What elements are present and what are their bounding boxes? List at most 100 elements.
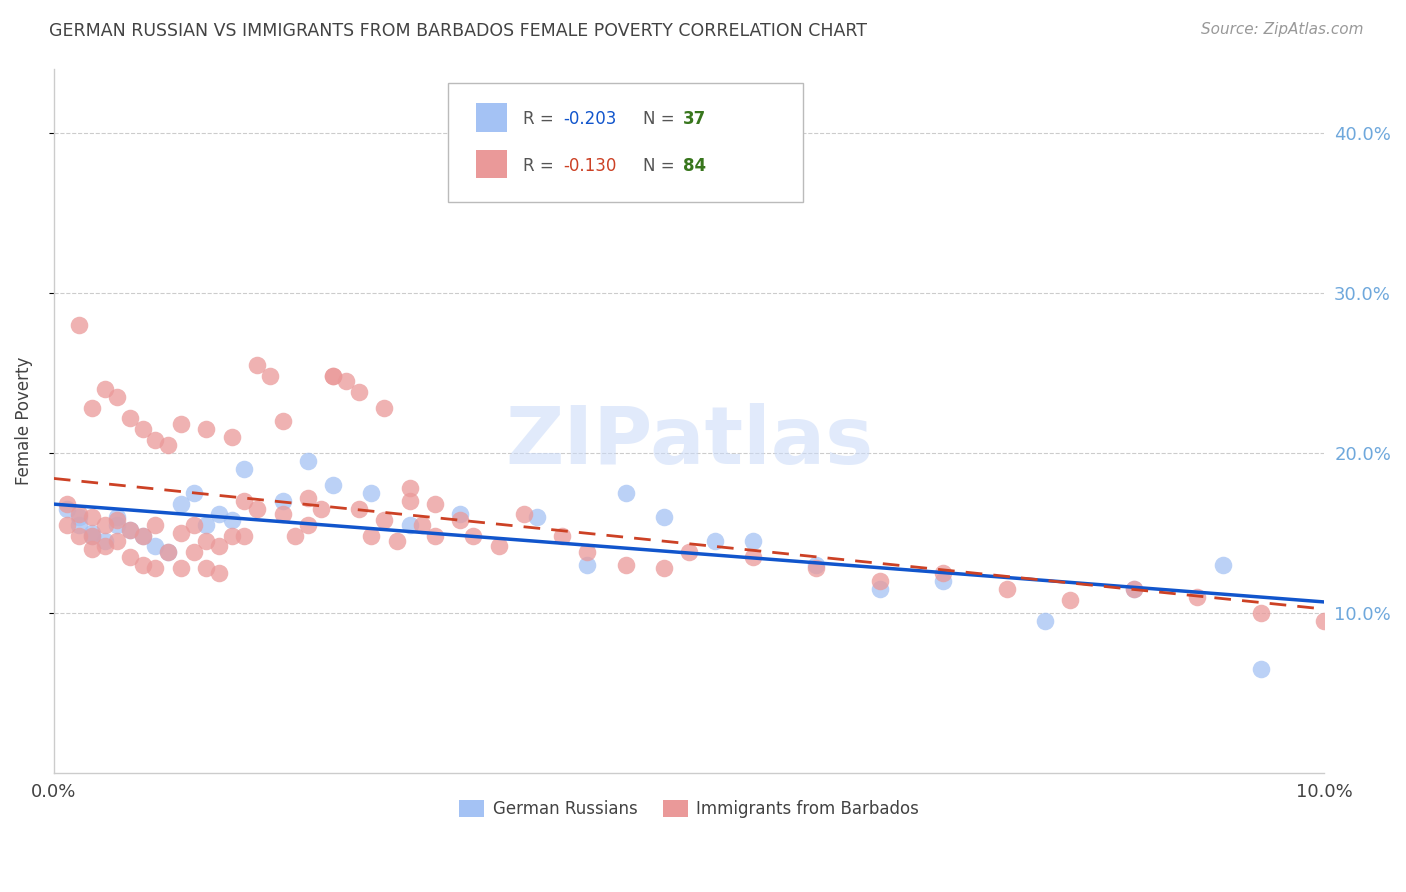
Point bbox=[869, 574, 891, 589]
Point bbox=[105, 534, 128, 549]
Point bbox=[67, 518, 90, 533]
Point bbox=[297, 518, 319, 533]
Point bbox=[195, 534, 218, 549]
Point bbox=[322, 369, 344, 384]
Point bbox=[80, 529, 103, 543]
Point bbox=[1250, 662, 1272, 676]
Legend: German Russians, Immigrants from Barbados: German Russians, Immigrants from Barbado… bbox=[453, 794, 925, 825]
Y-axis label: Female Poverty: Female Poverty bbox=[15, 357, 32, 485]
Point bbox=[195, 561, 218, 575]
Point bbox=[80, 529, 103, 543]
Point bbox=[1313, 614, 1336, 628]
Point bbox=[80, 526, 103, 541]
Point bbox=[741, 550, 763, 565]
Text: N =: N = bbox=[644, 157, 681, 175]
Point bbox=[157, 438, 180, 452]
Point bbox=[398, 481, 420, 495]
Point bbox=[271, 507, 294, 521]
Point bbox=[614, 486, 637, 500]
Point bbox=[157, 545, 180, 559]
Point bbox=[195, 422, 218, 436]
Point bbox=[678, 545, 700, 559]
Point bbox=[233, 529, 256, 543]
Text: N =: N = bbox=[644, 111, 681, 128]
Point bbox=[398, 494, 420, 508]
Point bbox=[170, 417, 193, 432]
Point bbox=[1250, 606, 1272, 620]
Point bbox=[804, 558, 827, 573]
Point bbox=[246, 502, 269, 516]
Point bbox=[513, 507, 536, 521]
Point bbox=[170, 526, 193, 541]
Point bbox=[157, 545, 180, 559]
Point bbox=[120, 410, 142, 425]
Point bbox=[55, 497, 77, 511]
Point bbox=[463, 529, 485, 543]
Point bbox=[423, 497, 446, 511]
Point bbox=[170, 561, 193, 575]
Point bbox=[145, 561, 167, 575]
Point bbox=[93, 534, 115, 549]
Point bbox=[1212, 558, 1234, 573]
Text: Source: ZipAtlas.com: Source: ZipAtlas.com bbox=[1201, 22, 1364, 37]
Text: R =: R = bbox=[523, 111, 558, 128]
Point bbox=[373, 513, 395, 527]
Text: -0.130: -0.130 bbox=[564, 157, 617, 175]
Point bbox=[145, 433, 167, 447]
Point bbox=[1187, 591, 1209, 605]
Point bbox=[360, 529, 382, 543]
Text: 84: 84 bbox=[683, 157, 706, 175]
Point bbox=[373, 401, 395, 416]
Point bbox=[1122, 582, 1144, 597]
Point bbox=[132, 529, 155, 543]
Point bbox=[195, 518, 218, 533]
Point bbox=[132, 529, 155, 543]
Point bbox=[614, 558, 637, 573]
Point bbox=[105, 390, 128, 404]
Point bbox=[120, 523, 142, 537]
Point bbox=[309, 502, 332, 516]
Point bbox=[105, 518, 128, 533]
Point bbox=[1122, 582, 1144, 597]
Point bbox=[208, 566, 231, 581]
Point bbox=[576, 558, 599, 573]
Text: -0.203: -0.203 bbox=[564, 111, 617, 128]
Point bbox=[322, 478, 344, 492]
Point bbox=[259, 369, 281, 384]
Point bbox=[869, 582, 891, 597]
Point bbox=[67, 529, 90, 543]
Point bbox=[132, 422, 155, 436]
Point bbox=[183, 545, 205, 559]
Point bbox=[488, 539, 510, 553]
Point bbox=[145, 518, 167, 533]
Point bbox=[703, 534, 725, 549]
Point bbox=[411, 518, 433, 533]
Point bbox=[233, 494, 256, 508]
Point bbox=[93, 539, 115, 553]
Point bbox=[183, 486, 205, 500]
Point bbox=[221, 513, 243, 527]
Point bbox=[233, 462, 256, 476]
Point bbox=[335, 374, 357, 388]
Point bbox=[67, 318, 90, 332]
Point bbox=[526, 510, 548, 524]
Text: 37: 37 bbox=[683, 111, 706, 128]
Point bbox=[221, 529, 243, 543]
Point bbox=[576, 545, 599, 559]
Point bbox=[132, 558, 155, 573]
Point bbox=[271, 494, 294, 508]
Point bbox=[284, 529, 307, 543]
Point bbox=[1033, 614, 1056, 628]
Point bbox=[271, 414, 294, 428]
Point bbox=[932, 566, 955, 581]
Point bbox=[449, 507, 471, 521]
Point bbox=[246, 358, 269, 372]
Point bbox=[804, 561, 827, 575]
Point bbox=[221, 430, 243, 444]
Text: ZIPatlas: ZIPatlas bbox=[505, 403, 873, 481]
FancyBboxPatch shape bbox=[447, 83, 803, 202]
Point bbox=[995, 582, 1018, 597]
Point bbox=[551, 529, 574, 543]
Point bbox=[145, 539, 167, 553]
Point bbox=[322, 369, 344, 384]
